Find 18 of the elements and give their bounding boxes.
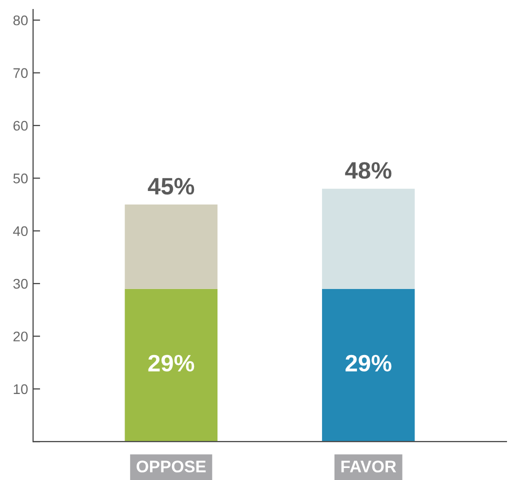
total-label: 48% (345, 162, 392, 179)
y-tick-label: 50 (13, 174, 28, 184)
data-label: 29% (148, 354, 194, 372)
y-tick-label: 20 (13, 332, 28, 342)
data-label: 29% (346, 354, 392, 372)
total-label: 45% (148, 178, 194, 195)
x-tick-label: FAVOR (341, 460, 396, 472)
y-tick-label: 80 (13, 15, 28, 26)
bar (124, 288, 218, 442)
x-tick-label: OPPOSE (136, 460, 206, 472)
y-tick-label: 30 (13, 278, 28, 289)
y-tick-label: 10 (14, 384, 28, 394)
bar (322, 288, 415, 442)
bar (124, 204, 218, 289)
y-tick-label: 70 (13, 68, 28, 78)
bar (322, 188, 415, 289)
y-tick-label: 60 (13, 120, 28, 131)
y-tick-label: 40 (13, 226, 28, 236)
